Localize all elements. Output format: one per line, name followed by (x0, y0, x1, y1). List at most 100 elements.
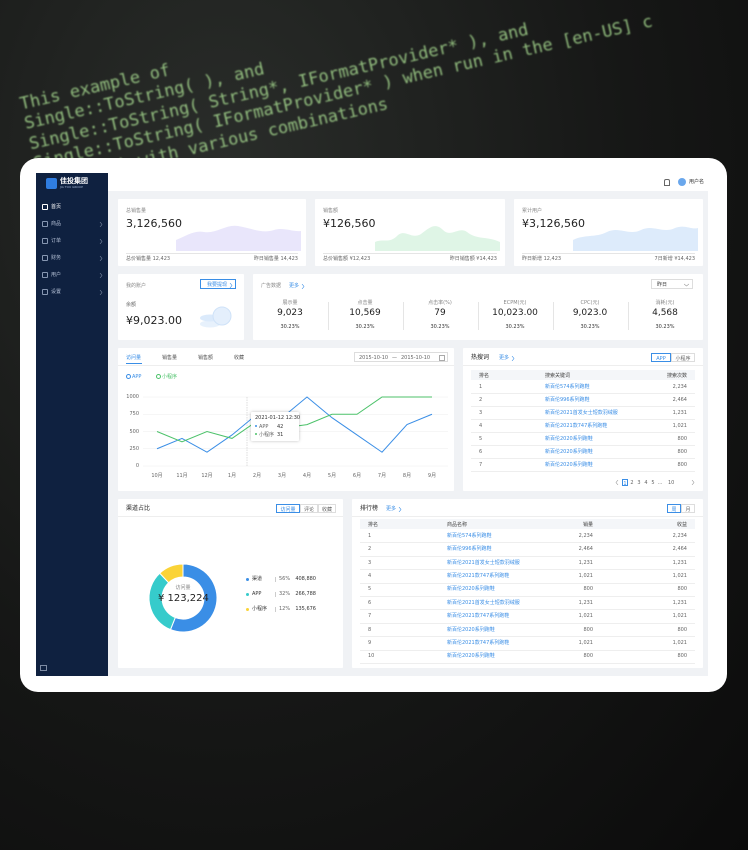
metric-change: 30.23% (355, 324, 375, 330)
menu-item[interactable]: 设置 (51, 289, 62, 295)
tab[interactable]: 周 (667, 504, 681, 513)
x-tick-label: 9月 (427, 473, 437, 479)
menu-icon (42, 272, 48, 278)
tab[interactable]: 小程序 (671, 353, 695, 362)
date-range[interactable]: 2015-10-10—2015-10-10 (354, 352, 448, 362)
button-label[interactable]: 我要提现 (207, 282, 228, 288)
graphic (398, 507, 402, 512)
y-tick-label: 250 (129, 445, 139, 452)
page-button[interactable]: 3 (636, 479, 642, 486)
withdraw-button[interactable]: 我要提现 (200, 279, 236, 289)
item-link[interactable]: 新百伦2020系列跑鞋 (545, 461, 593, 468)
more-link[interactable]: 更多 (499, 355, 510, 361)
card-title: 广告数据 (261, 283, 282, 289)
user-name[interactable]: 用户名 (689, 179, 705, 185)
chart-tab[interactable]: 销售额 (198, 355, 214, 361)
item-link[interactable]: 新百伦2021款747系列跑鞋 (545, 422, 608, 429)
page-button[interactable]: 4 (643, 479, 649, 486)
avatar[interactable] (678, 178, 686, 186)
table-cell: 1,021 (672, 422, 687, 429)
page-number[interactable]: 1 (623, 480, 627, 487)
menu-item[interactable]: 首页 (51, 204, 62, 210)
period-select[interactable]: 昨日 (651, 279, 693, 289)
menu-item[interactable]: 商品 (51, 221, 62, 227)
stat-value: ¥3,126,560 (522, 217, 585, 230)
graphic (99, 239, 103, 244)
item-link[interactable]: 新百伦574系列跑鞋 (447, 532, 492, 539)
legend-name: 小程序 (252, 606, 268, 612)
row-divider (360, 582, 695, 584)
tab[interactable]: APP (651, 353, 671, 362)
item-link[interactable]: 新百伦2021首发女士短款羽绒服 (545, 409, 618, 416)
table-cell: 6 (479, 448, 483, 455)
table-cell: 800 (583, 626, 593, 633)
item-link[interactable]: 新百伦2020系列跑鞋 (447, 626, 495, 633)
item-link[interactable]: 新百伦2020系列跑鞋 (447, 653, 495, 660)
chart-tab[interactable]: 销售量 (162, 355, 178, 361)
channel-card: 渠道占比 收藏 评论 访问量 渠道 56% 408,880 APP 32% 266,788 小程序 1… (118, 499, 343, 668)
table-cell: 1,231 (578, 559, 593, 566)
table-cell: 800 (583, 653, 593, 660)
metric-value: 9,023.0 (572, 308, 608, 318)
item-link[interactable]: 新百伦2020系列跑鞋 (545, 448, 593, 455)
page-button[interactable]: 10 (668, 479, 674, 486)
menu-icon (42, 289, 48, 295)
item-link[interactable]: 新百伦996系列跑鞋 (447, 546, 492, 553)
tab[interactable]: 收藏 (318, 504, 336, 513)
page-number[interactable]: 10 (668, 479, 675, 486)
tab-label[interactable]: 小程序 (675, 355, 691, 362)
page-number[interactable]: 5 (651, 479, 655, 486)
page-button[interactable]: ... (657, 479, 663, 486)
page-button[interactable]: 2 (629, 479, 635, 486)
graphic (301, 284, 305, 289)
legend-label[interactable]: APP (132, 373, 142, 380)
page-button[interactable]: 1 (622, 479, 628, 487)
item-link[interactable]: 新百伦2020系列跑鞋 (447, 586, 495, 593)
legend-share: 56% (279, 576, 291, 582)
tab[interactable]: 访问量 (276, 504, 300, 513)
x-tick-label: 8月 (402, 473, 412, 479)
page-number[interactable]: 3 (637, 479, 641, 486)
table-cell: 6 (368, 599, 372, 606)
collapse-icon[interactable] (40, 665, 47, 671)
tab[interactable]: 评论 (300, 504, 318, 513)
tab-label[interactable]: 月 (685, 506, 691, 513)
tab-label[interactable]: 收藏 (321, 506, 332, 513)
menu-item[interactable]: 用户 (51, 272, 62, 278)
item-link[interactable]: 新百伦2021款747系列跑鞋 (447, 639, 510, 646)
stat-value: ¥126,560 (323, 217, 376, 230)
item-link[interactable]: 新百伦574系列跑鞋 (545, 383, 590, 390)
menu-item[interactable]: 订单 (51, 238, 62, 244)
graphic (691, 480, 695, 485)
tab-label[interactable]: 周 (671, 506, 677, 513)
legend-share: 32% (279, 591, 291, 597)
page-button[interactable]: 5 (650, 479, 656, 486)
more-link[interactable]: 更多 (386, 506, 397, 512)
menu-icon (42, 204, 48, 210)
stat-card: 销售额 ¥126,560 总价销售额 ¥12,423 昨日销售额 ¥14,423 (315, 199, 505, 266)
item-link[interactable]: 新百伦996系列跑鞋 (545, 396, 590, 403)
period[interactable]: 昨日 (657, 282, 668, 288)
item-link[interactable]: 新百伦2021款747系列跑鞋 (447, 613, 510, 620)
page-number[interactable]: ... (657, 479, 663, 486)
divider (522, 253, 695, 254)
bell-icon[interactable] (664, 179, 670, 186)
chart-tab[interactable]: 访问量 (126, 355, 142, 361)
item-link[interactable]: 新百伦2021首发女士短款羽绒服 (447, 599, 520, 606)
legend-label[interactable]: 小程序 (162, 373, 178, 380)
chart-tab[interactable]: 收藏 (234, 355, 245, 361)
tab[interactable]: 月 (681, 504, 695, 513)
page-number[interactable]: 4 (644, 479, 648, 486)
sidebar: 佳投集团 JIA TOU GROUP 首页 商品 订单 财务 用户 设置 (36, 173, 108, 676)
tab-label[interactable]: APP (656, 355, 666, 362)
menu-item[interactable]: 财务 (51, 255, 62, 261)
prev (615, 480, 619, 485)
page-number[interactable]: 2 (630, 479, 634, 486)
more-link[interactable]: 更多 (289, 283, 300, 289)
tooltip-value: 42 (277, 423, 284, 430)
tab-label[interactable]: 访问量 (280, 506, 296, 513)
item-link[interactable]: 新百伦2021款747系列跑鞋 (447, 572, 510, 579)
tab-label[interactable]: 评论 (303, 506, 314, 513)
item-link[interactable]: 新百伦2021首发女士短款羽绒服 (447, 559, 520, 566)
item-link[interactable]: 新百伦2020系列跑鞋 (545, 435, 593, 442)
